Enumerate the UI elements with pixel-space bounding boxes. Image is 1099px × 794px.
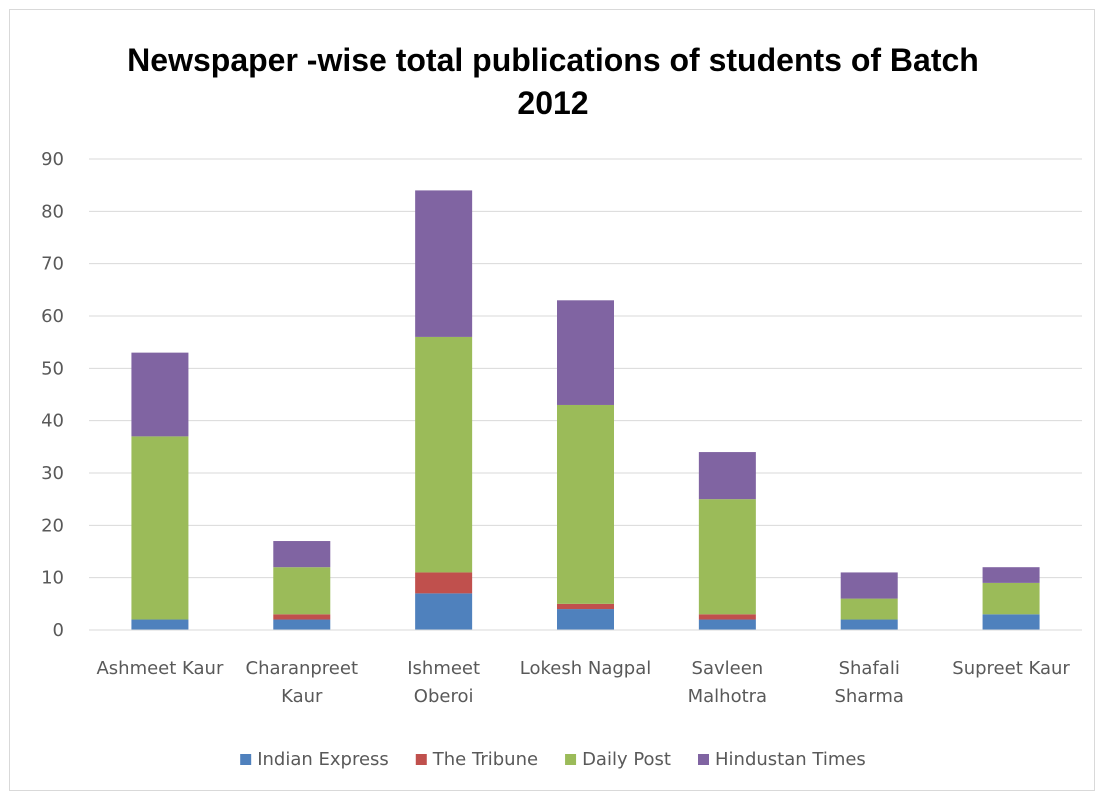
y-tick-label: 10: [41, 568, 64, 589]
bar-segment: [982, 567, 1040, 583]
legend-label: Indian Express: [257, 749, 389, 770]
bar-segment: [698, 614, 756, 620]
bar-segment: [698, 499, 756, 615]
x-category-label: Lokesh Nagpal: [520, 658, 651, 679]
bar-segment: [557, 609, 614, 630]
x-category-label: Kaur: [281, 686, 323, 707]
x-category-label: Malhotra: [688, 686, 767, 707]
bar-segment: [273, 541, 331, 568]
bar-segment: [840, 598, 898, 620]
bar-segment: [982, 582, 1040, 615]
bar-segment: [698, 619, 756, 630]
chart-title-line: Newspaper -wise total publications of st…: [127, 42, 979, 78]
bar-segment: [698, 452, 756, 500]
bar-segment: [415, 572, 473, 594]
y-axis-ticks: 0 10 20 30 40 50 60 70 80 90: [41, 149, 64, 641]
y-tick-label: 20: [41, 515, 64, 536]
chart-title: Newspaper -wise total publications of st…: [127, 42, 979, 121]
legend-label: Daily Post: [582, 749, 671, 770]
stacked-bar-chart: Newspaper -wise total publications of st…: [41, 42, 1082, 770]
bar-segment: [131, 436, 189, 620]
bar-segment: [415, 190, 473, 337]
legend-label: The Tribune: [432, 749, 538, 770]
bar-segment: [982, 614, 1040, 630]
bar-segment: [273, 614, 331, 620]
y-tick-label: 0: [53, 620, 64, 641]
legend-swatch: [565, 754, 577, 765]
x-category-label: Sharma: [834, 686, 904, 707]
y-tick-label: 30: [41, 463, 64, 484]
bar-segment: [131, 352, 189, 437]
bar-segment: [131, 619, 189, 630]
chart-frame: Newspaper -wise total publications of st…: [9, 9, 1095, 791]
y-tick-label: 70: [41, 254, 64, 275]
bar-segment: [840, 619, 898, 630]
y-tick-label: 90: [41, 149, 64, 170]
legend-swatch: [415, 754, 427, 765]
chart-title-line: 2012: [517, 85, 588, 121]
legend-swatch: [698, 754, 709, 765]
x-category-label: Savleen: [692, 658, 764, 679]
x-category-label: Shafali: [839, 658, 900, 679]
legend-label: Hindustan Times: [715, 749, 866, 770]
x-axis-categories: Ashmeet Kaur Charanpreet Kaur Ishmeet Oberoi…: [96, 658, 1070, 707]
y-tick-label: 40: [41, 411, 64, 432]
bar-segment: [557, 300, 614, 405]
x-category-label: Supreet Kaur: [952, 658, 1070, 679]
x-category-label: Ashmeet Kaur: [96, 658, 223, 679]
legend: Indian Express The Tribune Daily Post Hindu…: [240, 749, 866, 770]
bar-segment: [415, 593, 473, 630]
x-category-label: Ishmeet: [407, 658, 480, 679]
bar-segment: [557, 404, 614, 604]
y-tick-label: 50: [41, 358, 64, 379]
x-category-label: Charanpreet: [246, 658, 358, 679]
bar-segment: [840, 572, 898, 599]
x-category-label: Oberoi: [414, 686, 474, 707]
y-tick-label: 60: [41, 306, 64, 327]
bar-segment: [557, 603, 614, 610]
y-tick-label: 80: [41, 201, 64, 222]
bar-segment: [273, 619, 331, 630]
bars: [131, 190, 1040, 630]
bar-segment: [273, 567, 331, 615]
bar-segment: [415, 336, 473, 573]
legend-swatch: [240, 754, 252, 765]
